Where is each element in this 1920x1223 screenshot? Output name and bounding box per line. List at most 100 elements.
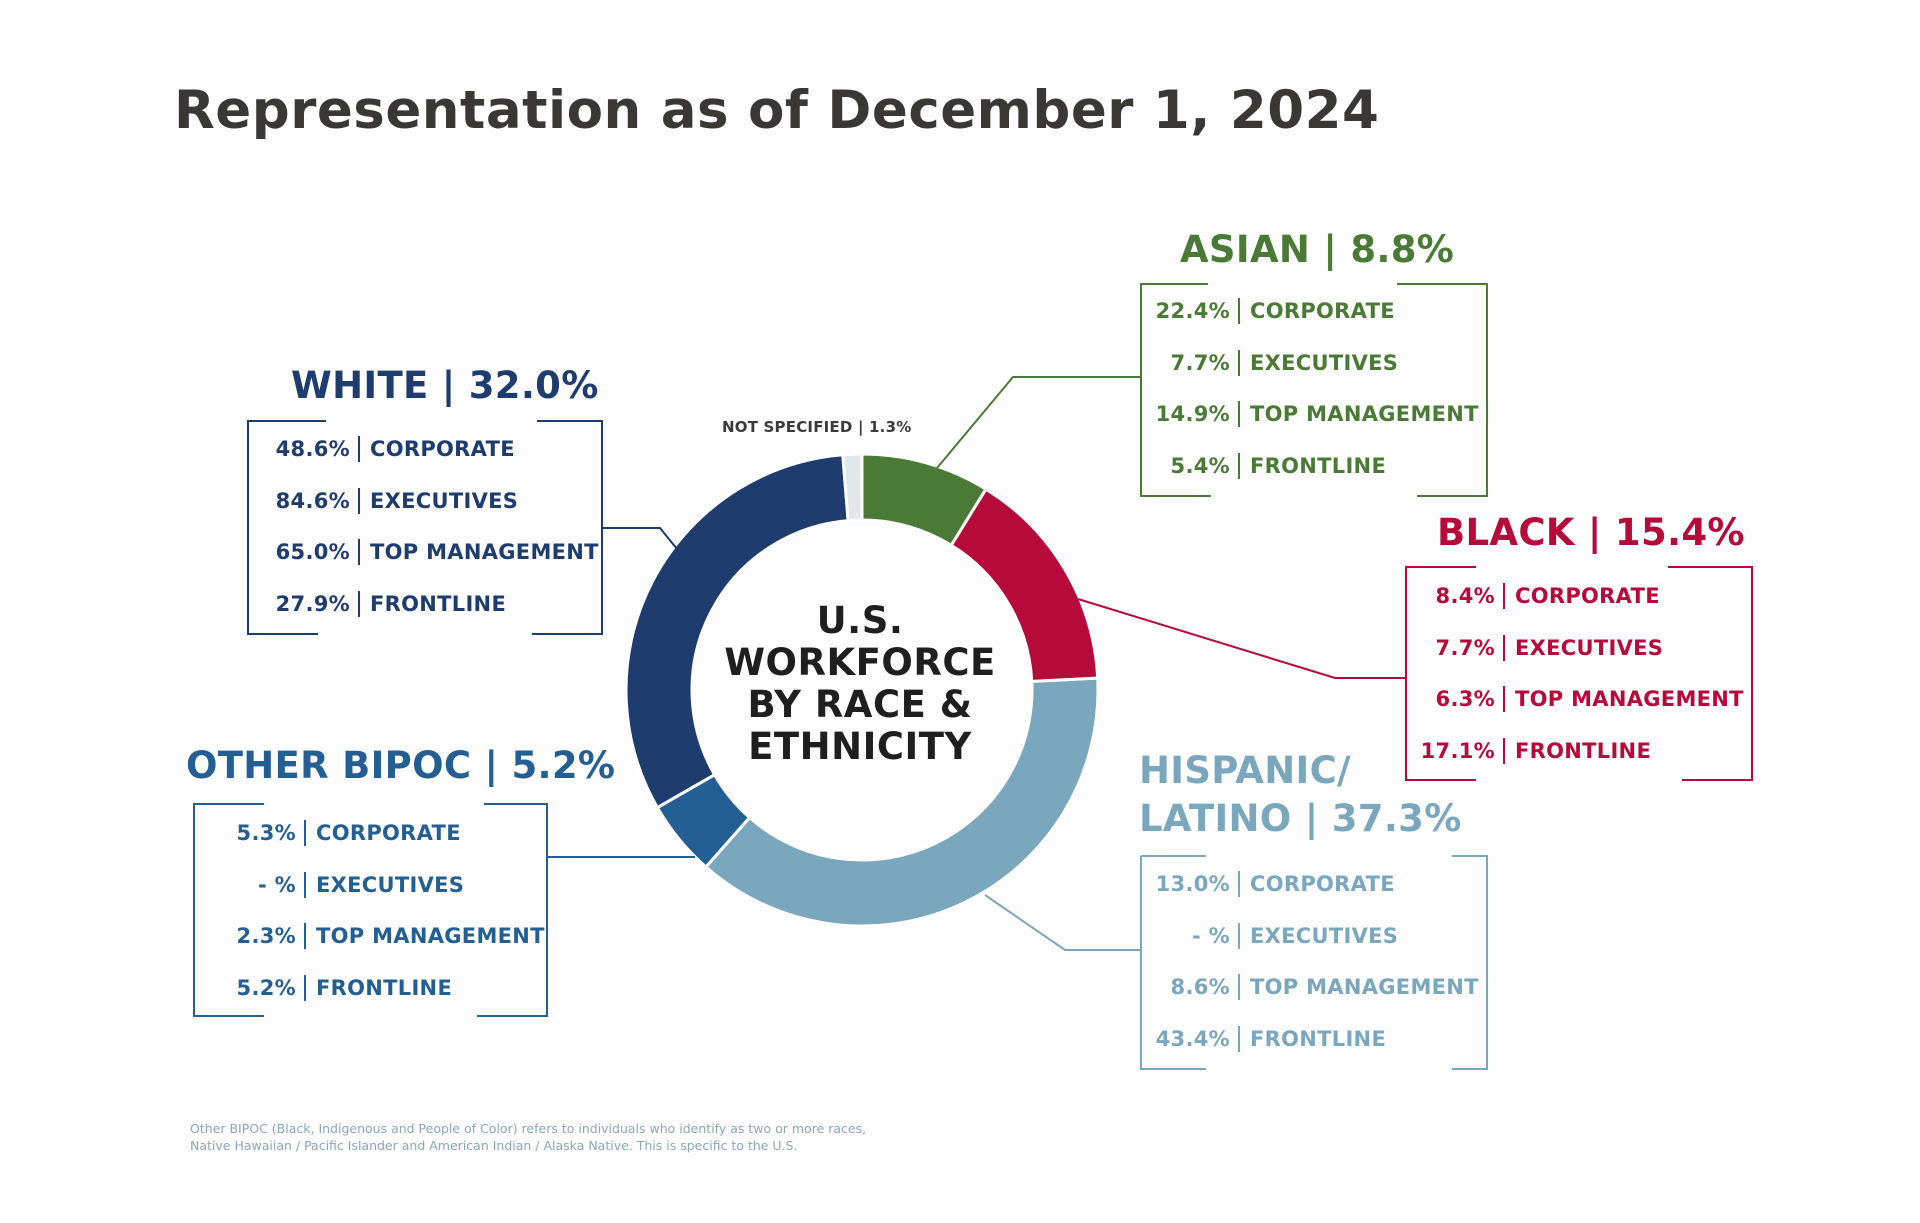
bracket-asian: [1140, 283, 1488, 497]
breakdown-percent: 6.3%: [1435, 687, 1495, 711]
breakdown-percent: 7.7%: [1170, 350, 1230, 375]
breakdown-label: TOP MANAGEMENT: [1250, 402, 1479, 426]
breakdown-row: 8.4% CORPORATE: [1415, 583, 1660, 609]
bracket-black: [1405, 566, 1753, 781]
leader-line-asian: [936, 376, 1141, 469]
breakdown-divider: [304, 820, 306, 846]
breakdown-row: 5.3% CORPORATE: [200, 820, 461, 846]
breakdown-row: 27.9% FRONTLINE: [250, 590, 507, 617]
leader-line-hispanic: [984, 894, 1141, 951]
footnote: Other BIPOC (Black, Indigenous and Peopl…: [190, 1120, 950, 1154]
donut-slice-not-specified: [841, 452, 864, 523]
heading-black: BLACK | 15.4%: [1437, 511, 1745, 554]
center-line-1: U.S.: [816, 599, 904, 642]
breakdown-label: TOP MANAGEMENT: [316, 924, 545, 948]
center-line-2: WORKFORCE: [724, 641, 996, 684]
breakdown-divider: [304, 974, 306, 1001]
breakdown-row: 2.3% TOP MANAGEMENT: [200, 923, 545, 949]
breakdown-row: 5.4% FRONTLINE: [1150, 452, 1386, 479]
breakdown-label: TOP MANAGEMENT: [370, 540, 599, 564]
breakdown-row: 65.0% TOP MANAGEMENT: [250, 539, 599, 565]
breakdown-divider: [1503, 686, 1505, 712]
breakdown-percent: - %: [1192, 923, 1230, 948]
breakdown-percent: 27.9%: [275, 591, 350, 616]
breakdown-label: FRONTLINE: [1515, 738, 1652, 763]
breakdown-row: 8.6% TOP MANAGEMENT: [1150, 974, 1479, 1000]
breakdown-percent: 22.4%: [1155, 299, 1230, 323]
breakdown-divider: [1238, 974, 1240, 1000]
breakdown-divider: [1503, 634, 1505, 661]
breakdown-label: TOP MANAGEMENT: [1250, 975, 1479, 999]
heading-white: WHITE | 32.0%: [291, 364, 599, 407]
breakdown-percent: 8.6%: [1170, 975, 1230, 999]
breakdown-percent: 7.7%: [1435, 635, 1495, 660]
breakdown-row: 5.2% FRONTLINE: [200, 974, 453, 1001]
center-line-3: BY RACE &: [747, 683, 973, 726]
breakdown-row: 6.3% TOP MANAGEMENT: [1415, 686, 1744, 712]
breakdown-divider: [1503, 737, 1505, 764]
footnote-line-2: Native Hawaiian / Pacific Islander and A…: [190, 1138, 798, 1153]
breakdown-row: - % EXECUTIVES: [200, 871, 465, 898]
breakdown-row: 22.4% CORPORATE: [1150, 298, 1395, 324]
heading-asian-line-1: ASIAN | 8.8%: [1180, 228, 1455, 271]
breakdown-label: CORPORATE: [1515, 584, 1660, 608]
breakdown-divider: [1503, 583, 1505, 609]
breakdown-percent: 17.1%: [1420, 738, 1495, 763]
breakdown-percent: 5.4%: [1170, 453, 1230, 478]
breakdown-divider: [1238, 298, 1240, 324]
donut-chart: [624, 452, 1100, 928]
breakdown-row: 7.7% EXECUTIVES: [1150, 349, 1399, 376]
breakdown-row: 43.4% FRONTLINE: [1150, 1025, 1387, 1052]
breakdown-label: CORPORATE: [1250, 872, 1395, 896]
breakdown-divider: [1238, 1025, 1240, 1052]
breakdown-label: EXECUTIVES: [370, 488, 519, 513]
breakdown-divider: [358, 436, 360, 462]
breakdown-percent: 5.2%: [236, 975, 296, 1000]
breakdown-divider: [358, 487, 360, 514]
breakdown-percent: 65.0%: [275, 540, 350, 564]
breakdown-percent: 43.4%: [1155, 1026, 1230, 1051]
center-line-4: ETHNICITY: [748, 725, 972, 768]
heading-other: OTHER BIPOC | 5.2%: [186, 744, 615, 787]
breakdown-label: EXECUTIVES: [1250, 350, 1399, 375]
heading-white-line-1: WHITE | 32.0%: [291, 364, 599, 407]
breakdown-label: EXECUTIVES: [1250, 923, 1399, 948]
breakdown-divider: [1238, 401, 1240, 427]
heading-hispanic-line-2: LATINO | 37.3%: [1139, 797, 1462, 840]
not-specified-label: NOT SPECIFIED | 1.3%: [722, 418, 912, 436]
breakdown-row: - % EXECUTIVES: [1150, 922, 1399, 949]
breakdown-divider: [1238, 452, 1240, 479]
breakdown-label: FRONTLINE: [1250, 1026, 1387, 1051]
heading-hispanic-line-1: HISPANIC/: [1139, 749, 1351, 792]
breakdown-divider: [1238, 871, 1240, 897]
breakdown-percent: 84.6%: [275, 488, 350, 513]
leader-lines: [547, 376, 1406, 951]
footnote-line-1: Other BIPOC (Black, Indigenous and Peopl…: [190, 1121, 867, 1136]
chart-title: Representation as of December 1, 2024: [174, 80, 1380, 141]
breakdown-divider: [1238, 922, 1240, 949]
breakdown-label: CORPORATE: [316, 821, 461, 845]
heading-asian: ASIAN | 8.8%: [1180, 228, 1454, 271]
breakdown-row: 17.1% FRONTLINE: [1415, 737, 1652, 764]
breakdown-divider: [358, 590, 360, 617]
bracket-hispanic: [1140, 855, 1488, 1070]
breakdown-percent: 14.9%: [1155, 402, 1230, 426]
breakdown-row: 7.7% EXECUTIVES: [1415, 634, 1663, 661]
heading-black-line-1: BLACK | 15.4%: [1437, 511, 1745, 554]
breakdown-percent: 48.6%: [275, 437, 350, 461]
donut-slice-white: [624, 453, 850, 810]
bracket-other: [193, 803, 548, 1017]
breakdown-percent: 13.0%: [1155, 872, 1230, 896]
breakdown-label: FRONTLINE: [316, 975, 453, 1000]
breakdown-percent: 5.3%: [236, 821, 296, 845]
breakdown-label: EXECUTIVES: [316, 872, 465, 897]
heading-hispanic: HISPANIC/LATINO | 37.3%: [1139, 747, 1462, 843]
breakdown-percent: - %: [258, 872, 296, 897]
breakdown-row: 14.9% TOP MANAGEMENT: [1150, 401, 1479, 427]
breakdown-percent: 8.4%: [1435, 584, 1495, 608]
breakdown-row: 48.6% CORPORATE: [250, 436, 515, 462]
breakdown-label: FRONTLINE: [370, 591, 507, 616]
donut-center-label: U.S. WORKFORCE BY RACE & ETHNICITY: [700, 600, 1020, 768]
leader-line-white: [602, 527, 678, 550]
